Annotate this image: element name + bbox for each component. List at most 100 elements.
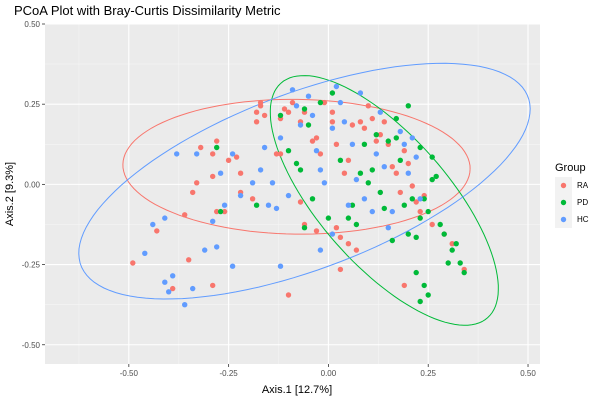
ellipse-ra [122, 98, 471, 235]
point-pd [385, 138, 391, 144]
point-pd [413, 234, 419, 240]
point-pd [377, 189, 383, 196]
point-pd [217, 208, 224, 215]
x-tick-label: 0.25 [420, 369, 436, 378]
legend-key-pd [560, 199, 567, 206]
point-ra [329, 119, 336, 125]
y-axis-title: Axis.2 [9.3%] [4, 162, 16, 226]
point-ra [289, 99, 296, 106]
point-ra [373, 138, 379, 144]
point-hc [162, 215, 168, 221]
point-hc [317, 247, 324, 253]
point-ra [194, 180, 200, 186]
point-pd [413, 269, 419, 276]
point-ra [313, 228, 320, 234]
point-hc [293, 103, 300, 109]
point-hc [341, 119, 348, 125]
point-ra [277, 151, 284, 157]
point-ra [313, 135, 320, 141]
legend-key-hc [560, 216, 567, 223]
point-pd [309, 196, 316, 202]
point-ra [210, 173, 216, 180]
point-pd [449, 247, 455, 253]
point-pd [329, 90, 336, 96]
point-ra [214, 138, 220, 144]
point-hc [277, 263, 284, 269]
data-points [130, 83, 467, 308]
point-ra [253, 119, 260, 125]
point-hc [249, 180, 256, 186]
point-pd [429, 176, 435, 183]
point-hc [305, 93, 312, 99]
y-tick-label: 0.00 [24, 180, 40, 189]
point-hc [210, 218, 216, 224]
point-ra [130, 260, 136, 266]
plot-panel [45, 24, 540, 364]
chart-title: PCoA Plot with Bray-Curtis Dissimilarity… [14, 3, 281, 18]
point-ra [345, 157, 352, 163]
point-hc [285, 192, 292, 199]
point-hc [229, 263, 236, 269]
point-hc [221, 202, 228, 208]
point-hc [170, 273, 176, 279]
point-pd [389, 237, 395, 244]
point-hc [265, 202, 272, 208]
point-hc [237, 192, 244, 199]
x-axis-title: Axis.1 [12.7%] [262, 384, 332, 396]
point-pd [353, 221, 360, 228]
point-pd [285, 148, 292, 154]
point-hc [162, 279, 168, 285]
point-ra [214, 208, 220, 215]
point-ra [401, 282, 407, 289]
point-hc [389, 208, 395, 215]
point-ra [281, 106, 288, 112]
point-pd [305, 122, 312, 128]
ellipse-hc [78, 62, 531, 300]
point-ra [225, 157, 232, 163]
legend-label-ra: RA [577, 181, 589, 190]
point-hc [409, 135, 415, 141]
y-tick-label: 0.25 [24, 100, 40, 109]
point-pd [417, 298, 423, 305]
point-pd [381, 205, 387, 212]
point-ra [353, 247, 360, 253]
point-hc [353, 176, 360, 183]
point-hc [166, 289, 172, 295]
point-pd [437, 221, 443, 228]
point-ra [309, 138, 316, 144]
point-pd [457, 260, 463, 266]
y-tick-label: 0.50 [24, 20, 40, 29]
point-ra [170, 285, 176, 292]
point-ra [393, 170, 399, 176]
point-pd [421, 196, 427, 202]
point-ra [237, 170, 244, 176]
point-pd [397, 157, 403, 163]
point-pd [301, 225, 308, 231]
point-hc [329, 231, 336, 237]
y-tick-label: -0.50 [22, 341, 41, 350]
legend-keys: RA PD HC [555, 177, 589, 228]
point-pd [417, 144, 423, 151]
point-hc [417, 196, 423, 202]
point-hc [377, 109, 383, 115]
point-ra [297, 199, 304, 205]
y-tick-label: -0.25 [22, 261, 41, 270]
point-ra [389, 164, 395, 170]
point-pd [297, 167, 304, 173]
point-pd [325, 215, 332, 221]
point-pd [349, 202, 356, 208]
point-ra [198, 144, 204, 151]
point-hc [273, 205, 280, 212]
point-ra [249, 196, 256, 202]
point-ra [401, 148, 407, 154]
point-hc [261, 144, 268, 151]
point-hc [337, 99, 344, 106]
point-hc [309, 112, 316, 119]
point-pd [293, 160, 300, 167]
point-hc [214, 244, 220, 250]
point-pd [401, 202, 407, 208]
point-pd [409, 196, 415, 202]
point-ra [365, 103, 371, 109]
point-ra [417, 208, 423, 215]
